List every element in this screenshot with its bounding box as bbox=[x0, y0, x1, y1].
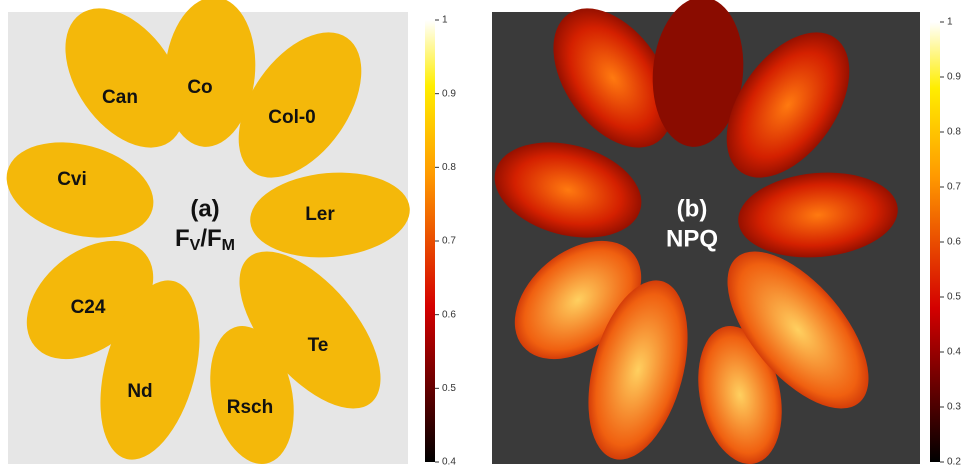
measure: NPQ bbox=[666, 225, 718, 252]
leaf-label: Ler bbox=[305, 204, 335, 225]
colorbar bbox=[930, 22, 940, 462]
colorbar-tick-label: 0.9 bbox=[442, 88, 456, 99]
leaf-label: Can bbox=[102, 87, 138, 108]
colorbar-tick-label: 0.5 bbox=[442, 383, 456, 394]
colorbar bbox=[425, 20, 435, 462]
colorbar-tick-label: 0.7 bbox=[442, 236, 456, 247]
measure-sub: M bbox=[222, 237, 235, 254]
figure: Can Co Col-0 Cvi Ler C24 Nd Rsch Te (a) … bbox=[0, 0, 962, 471]
leaf-label: Nd bbox=[127, 381, 152, 402]
panel-a: Can Co Col-0 Cvi Ler C24 Nd Rsch Te (a) … bbox=[0, 0, 435, 471]
panel-label: (b) bbox=[677, 195, 708, 222]
colorbar-tick-label: 0.7 bbox=[947, 182, 961, 193]
leaf-label: Te bbox=[308, 335, 329, 356]
leaf-label: Col-0 bbox=[268, 107, 316, 128]
colorbar-tick-label: 0.8 bbox=[947, 127, 961, 138]
colorbar-tick-label: 0.9 bbox=[947, 72, 961, 83]
colorbar-tick-label: 0.4 bbox=[442, 457, 456, 468]
colorbar-tick-label: 1 bbox=[947, 17, 953, 28]
colorbar-tick-label: 1 bbox=[442, 15, 448, 26]
colorbar-tick-label: 0.6 bbox=[442, 309, 456, 320]
leaf-label: Co bbox=[187, 77, 212, 98]
leaf-label: Cvi bbox=[57, 169, 87, 190]
panel-label: (a) bbox=[190, 195, 219, 222]
leaf-label: C24 bbox=[71, 297, 106, 318]
colorbar-tick-label: 0.4 bbox=[947, 347, 961, 358]
leaf-label: Rsch bbox=[227, 397, 273, 418]
colorbar-tick-label: 0.6 bbox=[947, 237, 961, 248]
colorbar-tick-label: 0.8 bbox=[442, 162, 456, 173]
panel-b: (b) NPQ bbox=[484, 0, 940, 471]
measure-sub: V bbox=[190, 237, 201, 254]
colorbar-tick-label: 0.2 bbox=[947, 457, 961, 468]
colorbar-tick-label: 0.3 bbox=[947, 402, 961, 413]
measure-part: /F bbox=[200, 225, 221, 252]
colorbar-tick-label: 0.5 bbox=[947, 292, 961, 303]
measure-part: F bbox=[175, 225, 190, 252]
